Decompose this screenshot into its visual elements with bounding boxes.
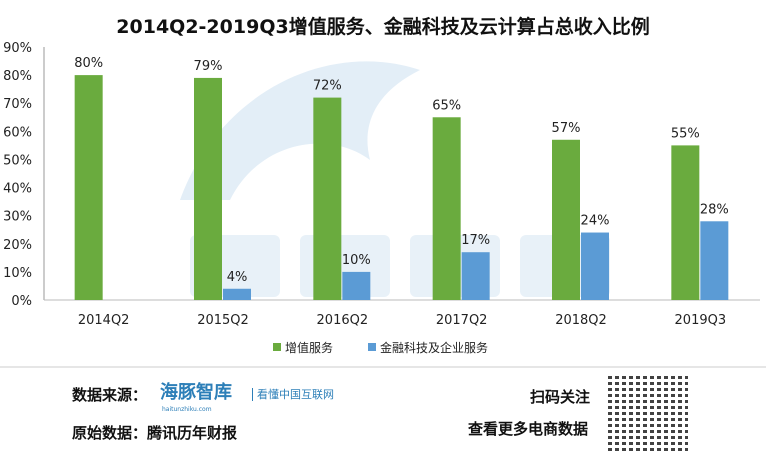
legend-swatch xyxy=(273,343,281,351)
bar-chart: 0% 10% 20% 30% 40% 50% 60% 70% 80% 90% 2014Q2 80% 20… xyxy=(0,41,766,368)
y-tick-label: 60% xyxy=(3,125,32,140)
y-tick-label: 0% xyxy=(11,294,32,309)
y-tick-label: 70% xyxy=(3,97,32,112)
bar-value-added xyxy=(432,117,461,301)
bar-value-added xyxy=(552,139,580,300)
x-tick-label: 2016Q2 xyxy=(317,313,369,328)
legend-swatch xyxy=(368,343,376,351)
more-data-text: 查看更多电商数据 xyxy=(468,420,589,438)
chart-title: 2014Q2-2019Q3增值服务、金融科技及云计算占总收入比例 xyxy=(116,16,650,38)
source-slogan: 看懂中国互联网 xyxy=(252,388,334,401)
data-label: 79% xyxy=(194,59,223,74)
y-tick-label: 50% xyxy=(3,153,32,168)
data-label: 28% xyxy=(700,202,729,217)
bar-fintech xyxy=(461,252,490,300)
data-label: 10% xyxy=(342,253,371,268)
x-tick-label: 2014Q2 xyxy=(78,313,130,328)
data-label: 17% xyxy=(461,233,490,248)
bar-value-added xyxy=(194,77,222,300)
source-logo: 海豚智库 xyxy=(160,382,232,403)
x-tick-label: 2019Q3 xyxy=(675,313,727,328)
source-logo-url: haitunzhiku.com xyxy=(162,406,212,413)
y-tick-label: 80% xyxy=(3,69,32,84)
data-label: 65% xyxy=(432,98,461,113)
data-label: 72% xyxy=(313,79,342,94)
watermark-dolphin xyxy=(180,61,420,200)
x-tick-label: 2017Q2 xyxy=(436,313,488,328)
y-tick-label: 40% xyxy=(3,182,32,197)
bar-fintech xyxy=(700,221,729,300)
legend-label: 金融科技及企业服务 xyxy=(380,340,488,355)
qr-code[interactable] xyxy=(608,374,688,454)
bar-value-added xyxy=(74,75,103,300)
bar-fintech xyxy=(581,232,609,300)
data-label: 80% xyxy=(74,56,103,71)
bar-fintech xyxy=(342,271,371,300)
source-label: 数据来源： xyxy=(72,386,148,404)
legend-label: 增值服务 xyxy=(285,340,333,355)
y-tick-label: 10% xyxy=(3,266,32,281)
bar-fintech xyxy=(223,288,251,300)
data-label: 55% xyxy=(671,126,700,141)
data-label: 24% xyxy=(581,214,610,229)
bar-value-added xyxy=(313,97,342,300)
origin-text: 原始数据：腾讯历年财报 xyxy=(72,424,238,442)
y-tick-label: 90% xyxy=(3,41,32,56)
y-tick-label: 20% xyxy=(3,238,32,253)
data-label: 4% xyxy=(227,270,248,285)
x-tick-label: 2015Q2 xyxy=(197,313,249,328)
follow-text: 扫码关注 xyxy=(530,388,591,406)
x-tick-label: 2018Q2 xyxy=(555,313,607,328)
data-label: 57% xyxy=(552,121,581,136)
y-tick-label: 30% xyxy=(3,210,32,225)
bar-value-added xyxy=(671,145,700,300)
